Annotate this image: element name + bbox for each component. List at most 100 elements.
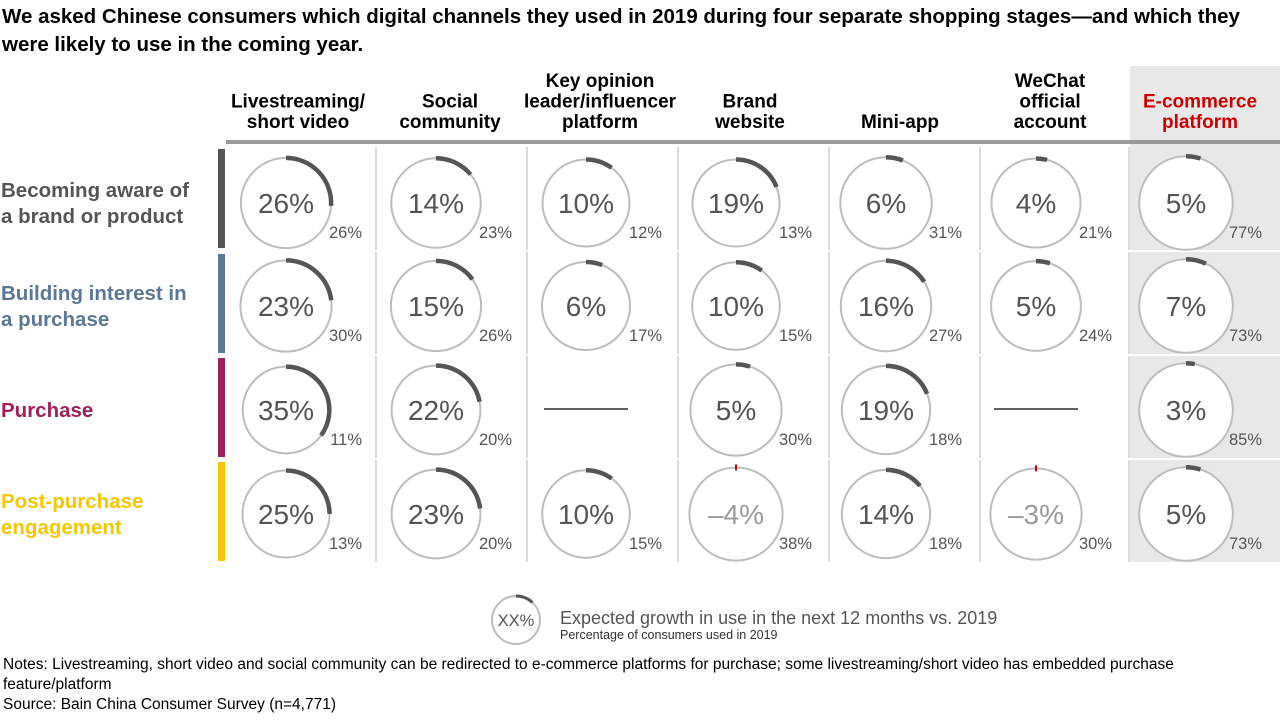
growth-bubble: 26% 26% (239, 155, 362, 250)
growth-bubble: 16% 27% (839, 258, 962, 353)
used-2019-label: 30% (1079, 535, 1112, 553)
used-2019-label: 15% (779, 327, 812, 345)
legend: XX% Expected growth in use in the next 12… (491, 594, 997, 645)
legend-growth-label: Expected growth in use in the next 12 mo… (560, 608, 997, 628)
row-label-line: Purchase (1, 399, 93, 422)
bubble-matrix-chart: Livestreaming/short video Socialcommunity… (1, 66, 1280, 645)
growth-arc (585, 157, 613, 170)
used-2019-label: 17% (629, 327, 662, 345)
column-header-line: Key opinion (546, 71, 655, 92)
growth-arc (435, 363, 482, 403)
growth-value-label: 6% (566, 291, 606, 322)
growth-bubble: 23% 20% (390, 467, 512, 560)
growth-bubble: –4% 38% (688, 464, 812, 562)
growth-value-label: 14% (408, 188, 464, 219)
row-label-line: engagement (1, 516, 122, 539)
used-2019-label: 73% (1229, 327, 1262, 345)
growth-bubble: 22% 20% (390, 363, 512, 456)
growth-bubble: 19% 18% (840, 363, 962, 456)
growth-arc (1185, 360, 1196, 367)
growth-value-label: –4% (708, 499, 764, 530)
used-2019-label: 20% (479, 431, 512, 449)
growth-arc (735, 259, 764, 273)
growth-bubble: 25% 13% (241, 468, 362, 559)
stage-bar (218, 462, 225, 561)
column-header-line: WeChat (1015, 71, 1086, 92)
used-2019-label: 24% (1079, 327, 1112, 345)
growth-value-label: 25% (258, 499, 314, 530)
growth-bubble: 23% 30% (239, 258, 362, 353)
row-label: Purchase (1, 399, 93, 422)
growth-arc (885, 467, 922, 488)
growth-value-label: 6% (866, 188, 906, 219)
growth-arc (885, 258, 927, 284)
growth-value-label: 10% (558, 499, 614, 530)
growth-arc (435, 155, 473, 176)
used-2019-label: 13% (329, 535, 362, 553)
growth-bubble: 4% 21% (990, 156, 1112, 249)
growth-bubble: 3% 85% (1138, 360, 1262, 458)
column-header-line: Mini-app (861, 112, 939, 133)
growth-bubble: 15% 26% (389, 258, 512, 353)
growth-bubble: 19% 13% (691, 157, 812, 248)
growth-arc (1185, 464, 1202, 472)
growth-value-label: 10% (558, 188, 614, 219)
used-2019-label: 26% (479, 327, 512, 345)
column-header-line: account (1014, 112, 1088, 133)
used-2019-label: 73% (1229, 535, 1262, 553)
growth-bubble: –3% 30% (989, 465, 1112, 561)
used-2019-label: 12% (629, 224, 662, 242)
growth-bubble: 10% 15% (541, 467, 662, 559)
growth-arc (435, 467, 483, 509)
used-2019-label: 30% (779, 431, 812, 449)
legend-arc (515, 594, 534, 604)
used-2019-label: 27% (929, 327, 962, 345)
stage-bar (218, 254, 225, 353)
column-header-line: platform (562, 112, 638, 133)
growth-arc (285, 155, 334, 206)
growth-value-label: 10% (708, 291, 764, 322)
growth-value-label: –3% (1008, 499, 1064, 530)
growth-arc (1035, 258, 1051, 266)
used-2019-label: 30% (329, 327, 362, 345)
used-2019-label: 13% (779, 224, 812, 242)
growth-arc (1035, 156, 1048, 163)
used-2019-label: 18% (929, 431, 962, 449)
used-2019-label: 77% (1229, 224, 1262, 242)
growth-value-label: 5% (716, 395, 756, 426)
column-header: Mini-app (861, 112, 939, 133)
growth-value-label: 23% (408, 499, 464, 530)
row-label: Post-purchase engagement (1, 490, 143, 539)
column-header-line: official (1019, 92, 1080, 113)
column-header-line: Livestreaming/ (231, 92, 366, 113)
growth-arc (285, 364, 332, 437)
row-label: Building interest in a purchase (1, 282, 187, 331)
growth-value-label: 14% (858, 499, 914, 530)
used-2019-label: 21% (1079, 224, 1112, 242)
growth-arc (585, 259, 604, 268)
growth-bubble: 10% 12% (541, 157, 662, 248)
column-header-line: platform (1162, 112, 1238, 133)
growth-arc (1185, 153, 1202, 161)
notes: Notes: Livestreaming, short video and so… (3, 655, 1273, 715)
growth-value-label: 5% (1166, 499, 1206, 530)
used-2019-label: 23% (479, 224, 512, 242)
growth-value-label: 23% (258, 291, 314, 322)
growth-value-label: 26% (258, 188, 314, 219)
used-2019-label: 20% (479, 535, 512, 553)
chart-title: We asked Chinese consumers which digital… (2, 5, 1240, 56)
row-label-line: a brand or product (1, 205, 183, 228)
growth-arc (285, 258, 334, 301)
growth-bubble: 5% 30% (689, 362, 812, 457)
growth-bubble: 7% 73% (1138, 256, 1262, 354)
row-label-line: a purchase (1, 308, 109, 331)
legend-symbol: XX% (498, 612, 535, 630)
growth-arc (885, 363, 930, 395)
growth-arc (585, 467, 614, 481)
growth-arc (1185, 256, 1207, 266)
used-2019-label: 18% (929, 535, 962, 553)
growth-bubble: 5% 77% (1138, 153, 1262, 251)
